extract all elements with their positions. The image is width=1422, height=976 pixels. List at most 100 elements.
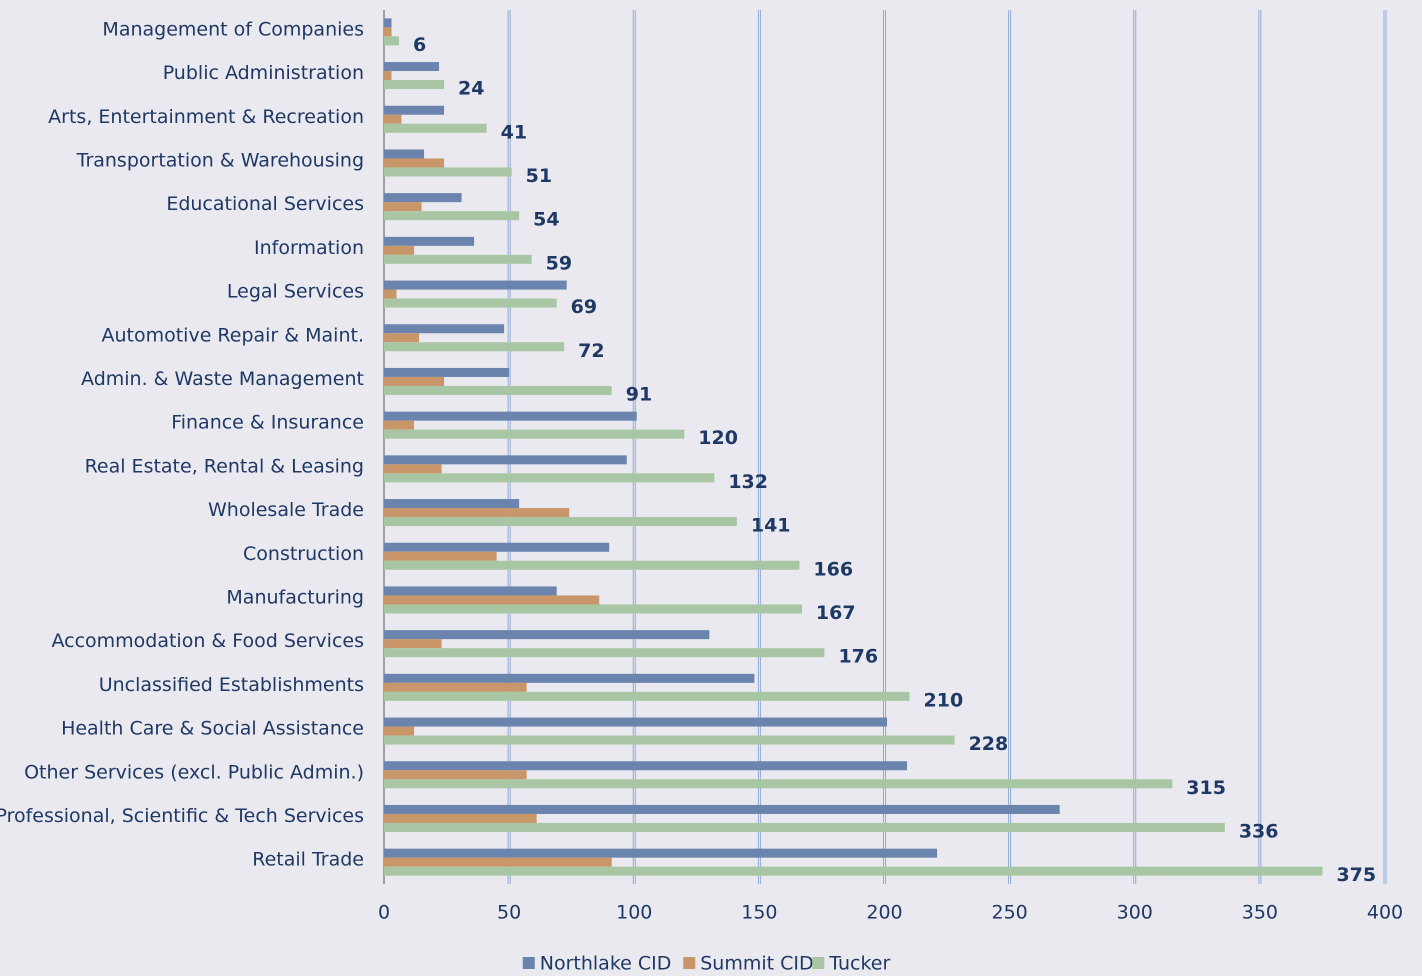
- bar: [384, 158, 445, 168]
- y-tick-label: Public Administration: [163, 62, 364, 84]
- y-tick-label: Admin. & Waste Management: [81, 368, 364, 390]
- bar: [384, 770, 527, 780]
- y-tick-label: Information: [254, 237, 364, 259]
- y-tick-label: Retail Trade: [252, 849, 364, 871]
- bar: [384, 717, 888, 727]
- bar: [384, 385, 612, 395]
- bar: [384, 455, 627, 465]
- data-label: 315: [1186, 777, 1226, 799]
- data-label: 166: [813, 558, 853, 580]
- y-tick-label: Manufacturing: [226, 586, 364, 608]
- y-tick-label: Other Services (excl. Public Admin.): [24, 761, 364, 783]
- y-tick-label: Wholesale Trade: [208, 499, 364, 521]
- bar: [384, 254, 532, 264]
- x-tick-label: 250: [991, 902, 1027, 924]
- bar: [384, 289, 397, 299]
- bar: [384, 202, 422, 212]
- legend-label: Summit CID: [700, 953, 813, 975]
- data-label: 51: [526, 165, 552, 187]
- bar: [384, 105, 445, 115]
- bar: [384, 857, 612, 867]
- bar: [384, 813, 537, 823]
- data-label: 41: [501, 121, 527, 143]
- legend-label: Northlake CID: [540, 953, 672, 975]
- data-label: 69: [571, 296, 597, 318]
- y-tick-label: Management of Companies: [102, 18, 364, 40]
- bar: [384, 367, 510, 377]
- bar: [384, 604, 802, 614]
- y-tick-label: Accommodation & Food Services: [51, 630, 364, 652]
- bar: [384, 333, 420, 343]
- bar: [384, 804, 1060, 814]
- data-label: 176: [838, 646, 878, 668]
- y-tick-label: Professional, Scientific & Tech Services: [0, 805, 364, 827]
- bar: [384, 324, 505, 334]
- y-tick-label: Arts, Entertainment & Recreation: [48, 106, 364, 128]
- legend-swatch: [522, 957, 535, 969]
- bar: [384, 80, 445, 90]
- legend-swatch: [812, 957, 825, 969]
- y-tick-label: Legal Services: [227, 281, 364, 303]
- bar: [384, 551, 497, 561]
- y-tick-label: Transportation & Warehousing: [76, 149, 364, 171]
- data-label: 59: [546, 252, 572, 274]
- data-label: 375: [1336, 864, 1376, 886]
- legend-swatch: [683, 957, 696, 969]
- y-tick-label: Construction: [243, 543, 364, 565]
- bar: [384, 586, 557, 596]
- y-tick-label: Real Estate, Rental & Leasing: [85, 455, 364, 477]
- x-tick-label: 400: [1367, 902, 1403, 924]
- bar: [384, 779, 1173, 789]
- bar: [384, 376, 445, 386]
- x-tick-label: 200: [866, 902, 902, 924]
- bar: [384, 280, 567, 290]
- bar: [384, 648, 825, 658]
- bar: [384, 761, 908, 771]
- bar: [384, 595, 600, 605]
- data-label: 336: [1239, 820, 1279, 842]
- bar: [384, 639, 442, 649]
- bar: [384, 245, 415, 255]
- bar: [384, 464, 442, 474]
- bar: [384, 62, 440, 72]
- bar: [384, 27, 392, 37]
- x-tick-label: 150: [741, 902, 777, 924]
- bar: [384, 630, 710, 640]
- y-tick-label: Educational Services: [166, 193, 364, 215]
- bar: [384, 735, 955, 745]
- x-tick-label: 50: [497, 902, 521, 924]
- bar: [384, 517, 737, 527]
- x-tick-label: 100: [616, 902, 652, 924]
- bar: [384, 36, 400, 46]
- data-label: 167: [816, 602, 856, 624]
- bar: [384, 18, 392, 28]
- bar: [384, 542, 610, 552]
- bar: [384, 123, 487, 133]
- data-label: 120: [698, 427, 738, 449]
- bar: [384, 236, 475, 246]
- data-label: 54: [533, 209, 559, 231]
- x-tick-label: 300: [1117, 902, 1153, 924]
- data-label: 228: [969, 733, 1009, 755]
- bar: [384, 114, 402, 124]
- bar: [384, 71, 392, 81]
- data-label: 141: [751, 515, 791, 537]
- data-label: 6: [413, 34, 426, 56]
- x-tick-label: 350: [1242, 902, 1278, 924]
- bar: [384, 411, 637, 421]
- bar: [384, 342, 565, 352]
- bar: [384, 726, 415, 736]
- bar: [384, 420, 415, 430]
- data-label: 91: [626, 383, 652, 405]
- x-tick-label: 0: [378, 902, 390, 924]
- bar: [384, 848, 938, 858]
- bar: [384, 673, 755, 683]
- bar: [384, 822, 1225, 832]
- bar: [384, 167, 512, 177]
- y-tick-label: Automotive Repair & Maint.: [101, 324, 364, 346]
- bar: [384, 682, 527, 692]
- bar: [384, 473, 715, 483]
- bar: [384, 866, 1323, 876]
- data-label: 210: [924, 689, 964, 711]
